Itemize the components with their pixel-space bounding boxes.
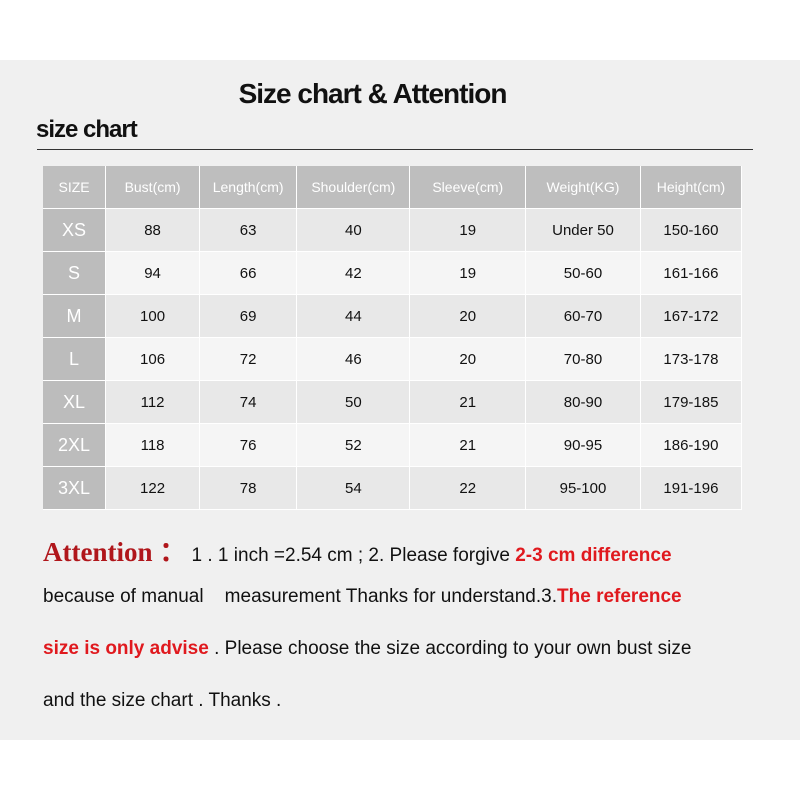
highlight-text: The reference: [557, 586, 682, 607]
highlight-text: 2-3 cm difference: [515, 545, 672, 566]
table-cell: 52: [296, 423, 411, 467]
table-cell: 44: [296, 294, 411, 338]
table-cell: 50-60: [525, 251, 641, 295]
table-cell: 106: [105, 337, 201, 381]
table-cell: 74: [199, 380, 298, 424]
table-cell: 54: [296, 466, 411, 510]
text: 1 . 1 inch =2.54 cm ; 2. Please forgive: [186, 545, 516, 566]
attention-line-2: because of manual measurement Thanks for…: [43, 586, 682, 608]
table-row: M 100 69 44 20 60-70 167-172: [43, 294, 743, 338]
table-cell: 186-190: [640, 423, 743, 467]
table-cell: 21: [409, 380, 527, 424]
table-cell: 118: [105, 423, 201, 467]
attention-line-4: and the size chart . Thanks .: [43, 690, 281, 712]
table-cell: 78: [199, 466, 298, 510]
table-cell: 161-166: [640, 251, 743, 295]
table-cell: 88: [105, 208, 201, 252]
table-cell: 19: [409, 208, 527, 252]
column-header: Bust(cm): [105, 166, 201, 209]
table-cell: 21: [409, 423, 527, 467]
table-cell: 50: [296, 380, 411, 424]
table-cell: 19: [409, 251, 527, 295]
attention-line-1: Attention ： 1 . 1 inch =2.54 cm ; 2. Ple…: [43, 530, 672, 569]
table-header: SIZE Bust(cm) Length(cm) Shoulder(cm) Sleeve…: [43, 166, 743, 209]
size-label: 2XL: [43, 423, 107, 467]
column-header: Shoulder(cm): [296, 166, 411, 209]
column-header: Height(cm): [640, 166, 743, 209]
table-cell: 60-70: [525, 294, 641, 338]
table-cell: 122: [105, 466, 201, 510]
size-label: 3XL: [43, 466, 107, 510]
size-label: S: [43, 251, 107, 295]
table-cell: 191-196: [640, 466, 743, 510]
size-label: XS: [43, 208, 107, 252]
table-cell: 94: [105, 251, 201, 295]
table-cell: 167-172: [640, 294, 743, 338]
size-label: XL: [43, 380, 107, 424]
column-header: Sleeve(cm): [409, 166, 527, 209]
attention-label: Attention ：: [43, 537, 187, 567]
table-row: 3XL 122 78 54 22 95-100 191-196: [43, 466, 743, 510]
table-row: XL 112 74 50 21 80-90 179-185: [43, 380, 743, 424]
table-cell: 46: [296, 337, 411, 381]
table-cell: 95-100: [525, 466, 641, 510]
table-row: 2XL 118 76 52 21 90-95 186-190: [43, 423, 743, 467]
divider: [37, 149, 753, 150]
table-row: L 106 72 46 20 70-80 173-178: [43, 337, 743, 381]
text: . Please choose the size according to yo…: [208, 638, 692, 659]
table-cell: 69: [199, 294, 298, 338]
text: and the size chart . Thanks .: [43, 690, 282, 711]
size-label: L: [43, 337, 107, 381]
table-cell: 100: [105, 294, 201, 338]
table-cell: 179-185: [640, 380, 743, 424]
table-cell: 20: [409, 337, 527, 381]
table-row: XS 88 63 40 19 Under 50 150-160: [43, 208, 743, 252]
table-cell: 90-95: [525, 423, 641, 467]
table-cell: 80-90: [525, 380, 641, 424]
highlight-text: size is only advise: [43, 638, 209, 659]
table-cell: 20: [409, 294, 527, 338]
table-cell: 70-80: [525, 337, 641, 381]
table-cell: 150-160: [640, 208, 743, 252]
table-cell: 40: [296, 208, 411, 252]
table-row: S 94 66 42 19 50-60 161-166: [43, 251, 743, 295]
page-title: Size chart & Attention: [238, 78, 508, 109]
table-cell: 66: [199, 251, 298, 295]
table-cell: 76: [199, 423, 298, 467]
column-header: Weight(KG): [525, 166, 641, 209]
table-cell: 72: [199, 337, 298, 381]
table-cell: 42: [296, 251, 411, 295]
column-header: Length(cm): [199, 166, 298, 209]
table-cell: 63: [199, 208, 298, 252]
size-table: SIZE Bust(cm) Length(cm) Shoulder(cm) Sleeve…: [43, 166, 743, 510]
table-cell: Under 50: [525, 208, 641, 252]
column-header: SIZE: [43, 166, 107, 209]
text: because of manual measurement Thanks for…: [43, 586, 558, 607]
table-cell: 112: [105, 380, 201, 424]
attention-line-3: size is only advise . Please choose the …: [43, 638, 691, 660]
table-cell: 22: [409, 466, 527, 510]
table-cell: 173-178: [640, 337, 743, 381]
section-title: size chart: [36, 116, 138, 143]
size-label: M: [43, 294, 107, 338]
